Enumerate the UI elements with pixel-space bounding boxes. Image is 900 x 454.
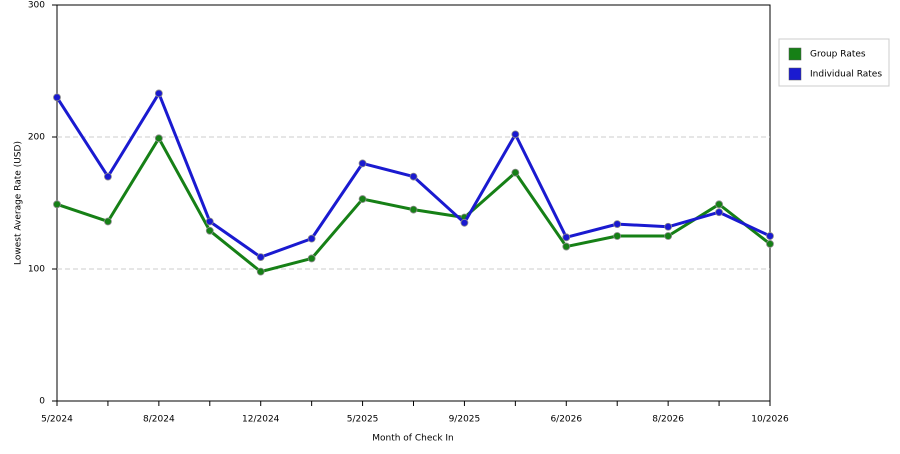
point: [104, 217, 112, 226]
point: [307, 234, 316, 243]
series-line: [56, 136, 771, 274]
x-tick-label: 9/2025: [449, 415, 481, 425]
point: [307, 254, 316, 263]
point: [766, 240, 774, 248]
legend-swatch: [788, 47, 802, 61]
point: [715, 208, 723, 217]
point: [256, 253, 265, 262]
point: [715, 200, 723, 209]
x-axis-label: Month of Check In: [372, 434, 454, 444]
x-tick-label: 5/2025: [347, 415, 379, 425]
y-tick-label: 300: [28, 1, 45, 11]
y-tick-label: 100: [28, 265, 45, 275]
point: [358, 195, 367, 203]
point: [460, 218, 469, 227]
legend-label: Group Rates: [810, 50, 866, 60]
x-tick-label: 8/2026: [652, 415, 684, 425]
point: [205, 226, 214, 235]
x-tick-label: 12/2024: [242, 415, 280, 425]
x-tick-label: 6/2026: [550, 415, 582, 425]
point: [53, 200, 61, 209]
y-tick-label: 200: [28, 133, 45, 143]
point: [53, 93, 61, 102]
point: [613, 232, 622, 240]
point: [205, 217, 214, 226]
x-tick-label: 10/2026: [751, 415, 789, 425]
point: [562, 242, 571, 251]
point: [511, 168, 520, 177]
legend-swatch: [788, 67, 802, 81]
y-axis-label: Lowest Average Rate (USD): [14, 141, 24, 265]
y-tick-label: 0: [39, 397, 45, 407]
point: [511, 130, 520, 139]
point: [358, 159, 367, 168]
point: [613, 220, 622, 229]
point: [409, 172, 418, 181]
point: [409, 205, 418, 214]
point: [154, 89, 163, 98]
plot-frame: [56, 4, 771, 402]
point: [104, 172, 112, 181]
point: [664, 222, 673, 231]
point: [766, 232, 774, 240]
x-tick-label: 8/2024: [143, 415, 175, 425]
point: [154, 134, 163, 143]
x-tick-label: 5/2024: [41, 415, 73, 425]
point: [664, 232, 673, 240]
legend-label: Individual Rates: [810, 70, 882, 80]
point: [256, 267, 265, 276]
point: [562, 233, 571, 242]
